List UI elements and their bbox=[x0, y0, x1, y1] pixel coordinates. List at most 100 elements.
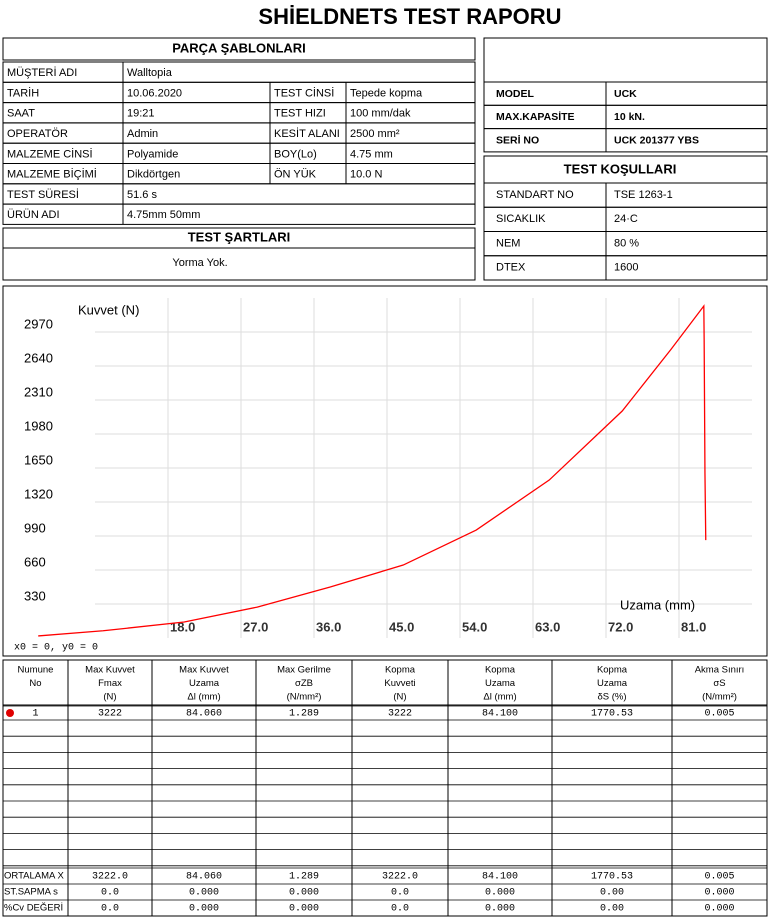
cell-text: 1 bbox=[32, 709, 38, 720]
x-tick-label: 72.0 bbox=[608, 619, 633, 634]
column-header: Uzama bbox=[597, 678, 628, 689]
cell-text: 0.005 bbox=[704, 872, 734, 883]
y-tick-label: 660 bbox=[24, 554, 46, 569]
cell-text: 10 kN. bbox=[614, 111, 645, 123]
cell-text: TEST CİNSİ bbox=[274, 86, 334, 99]
cell-text: 0.0 bbox=[391, 888, 409, 899]
cell-text: Polyamide bbox=[127, 148, 178, 160]
summary-label: ORTALAMA X bbox=[4, 871, 64, 882]
cell-text: 51.6 s bbox=[127, 189, 157, 201]
cell-text: Walltopia bbox=[127, 67, 173, 79]
column-header: Δl (mm) bbox=[187, 692, 220, 703]
column-header: Kopma bbox=[485, 665, 516, 676]
cell-text: MODEL bbox=[496, 88, 535, 100]
cell-text: 0.000 bbox=[289, 888, 319, 899]
cell-text: 0.0 bbox=[101, 888, 119, 899]
cell-text: 0.000 bbox=[289, 904, 319, 915]
column-header: Max Kuvvet bbox=[179, 665, 229, 676]
row-border bbox=[2, 122, 476, 144]
section-body bbox=[2, 247, 476, 281]
section-title: TEST KOŞULLARI bbox=[564, 161, 677, 176]
x-tick-label: 63.0 bbox=[535, 619, 560, 634]
cell-text: MALZEME CİNSİ bbox=[7, 147, 93, 160]
y-tick-label: 330 bbox=[24, 588, 46, 603]
column-header: (N/mm²) bbox=[287, 692, 322, 703]
column-header: Kopma bbox=[385, 665, 416, 676]
column-header: Max Gerilme bbox=[277, 665, 331, 676]
cell-text: 84.060 bbox=[186, 709, 222, 720]
cell-text: 84.060 bbox=[186, 872, 222, 883]
cell-text: 0.005 bbox=[704, 709, 734, 720]
cell-text: TSE 1263-1 bbox=[614, 189, 673, 201]
cell-text: Dikdörtgen bbox=[127, 169, 180, 181]
y-tick-label: 990 bbox=[24, 520, 46, 535]
cell-text: OPERATÖR bbox=[7, 128, 68, 140]
cell-text: 10.06.2020 bbox=[127, 87, 182, 99]
row-marker bbox=[6, 709, 14, 717]
cell-text: KESİT ALANI bbox=[274, 127, 340, 140]
cell-text: Tepede kopma bbox=[350, 87, 423, 99]
column-header: No bbox=[29, 678, 41, 689]
y-tick-label: 1320 bbox=[24, 486, 53, 501]
column-header: Kopma bbox=[597, 665, 628, 676]
cell-text: MÜŞTERİ ADI bbox=[7, 66, 77, 79]
cell-text: 1.289 bbox=[289, 709, 319, 720]
section-header bbox=[2, 37, 476, 61]
x-tick-label: 27.0 bbox=[243, 619, 268, 634]
cell-text: Admin bbox=[127, 128, 158, 140]
chart-frame bbox=[2, 285, 768, 657]
column-header: Akma Sınırı bbox=[695, 665, 745, 676]
cell-text: 84.100 bbox=[482, 709, 518, 720]
cell-text: SERİ NO bbox=[496, 133, 539, 146]
column-header: Max Kuvvet bbox=[85, 665, 135, 676]
cell-text: Yorma Yok. bbox=[172, 257, 227, 269]
cell-text: 1770.53 bbox=[591, 709, 633, 720]
cell-text: 19:21 bbox=[127, 108, 155, 120]
cell-text: 2500 mm² bbox=[350, 128, 400, 140]
y-tick-label: 2970 bbox=[24, 316, 53, 331]
cell-text: UCK 201377 YBS bbox=[614, 134, 699, 146]
x-tick-label: 54.0 bbox=[462, 619, 487, 634]
cell-text: 84.100 bbox=[482, 872, 518, 883]
cell-text: TEST HIZI bbox=[274, 108, 326, 120]
cell-text: BOY(Lo) bbox=[274, 148, 317, 160]
cell-text: 0.000 bbox=[485, 888, 515, 899]
column-header: Δl (mm) bbox=[483, 692, 516, 703]
cell-text: SAAT bbox=[7, 108, 35, 120]
column-header: Kuvveti bbox=[384, 678, 415, 689]
y-tick-label: 1980 bbox=[24, 418, 53, 433]
cell-text: DTEX bbox=[496, 262, 526, 274]
y-tick-label: 2310 bbox=[24, 384, 53, 399]
y-tick-label: 1650 bbox=[24, 452, 53, 467]
report-title: SHİELDNETS TEST RAPORU bbox=[258, 4, 561, 29]
y-axis-label: Kuvvet (N) bbox=[78, 302, 139, 317]
cell-text: 3222 bbox=[98, 709, 122, 720]
row-border bbox=[483, 128, 768, 153]
cell-text: MAX.KAPASİTE bbox=[496, 110, 575, 123]
column-header: Uzama bbox=[189, 678, 220, 689]
column-header: Fmax bbox=[98, 678, 122, 689]
cell-text: 0.0 bbox=[391, 904, 409, 915]
row-border bbox=[483, 255, 768, 281]
column-header: Uzama bbox=[485, 678, 516, 689]
cell-text: 4.75mm 50mm bbox=[127, 209, 200, 221]
column-header: (N/mm²) bbox=[702, 692, 737, 703]
cell-text: 1600 bbox=[614, 262, 638, 274]
cell-text: 0.000 bbox=[485, 904, 515, 915]
row-border bbox=[2, 203, 476, 225]
cell-text: UCK bbox=[614, 88, 637, 100]
cell-text: 10.0 N bbox=[350, 169, 382, 181]
cell-text: 3222.0 bbox=[92, 872, 128, 883]
section-title: TEST ŞARTLARI bbox=[188, 229, 291, 244]
cell-text: 0.000 bbox=[704, 904, 734, 915]
blank-cell bbox=[483, 37, 768, 83]
cell-text: 1.289 bbox=[289, 872, 319, 883]
summary-label: %Cv DEĞERİ bbox=[4, 903, 63, 914]
column-header: σS bbox=[713, 678, 725, 689]
cell-text: 0.000 bbox=[704, 888, 734, 899]
cell-text: ÖN YÜK bbox=[274, 169, 317, 181]
cell-text: 80 % bbox=[614, 237, 639, 249]
cell-text: 0.000 bbox=[189, 904, 219, 915]
x-axis-label: Uzama (mm) bbox=[620, 597, 695, 612]
